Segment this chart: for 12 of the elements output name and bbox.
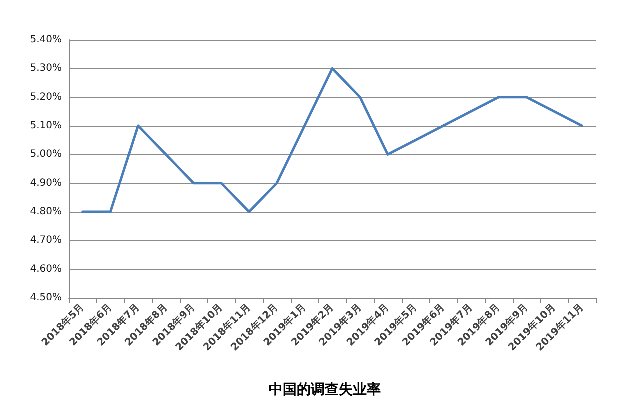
- y-tick-label: 5.40%: [30, 34, 62, 46]
- y-tick-label: 4.60%: [30, 264, 62, 275]
- text: 中国的调查失业率: [269, 381, 381, 398]
- line-series: [82, 67, 584, 214]
- y-tick-label: 5.10%: [30, 120, 62, 132]
- y-tick-label: 5.20%: [30, 92, 62, 103]
- y-tick-label: 4.90%: [30, 178, 62, 189]
- y-tick-label: 5.00%: [30, 149, 62, 160]
- y-tick-label: 4.50%: [30, 292, 62, 304]
- y-tick-label: 4.70%: [30, 235, 62, 246]
- y-tick-label: 4.80%: [30, 206, 62, 218]
- y-tick-label: 5.30%: [30, 63, 62, 74]
